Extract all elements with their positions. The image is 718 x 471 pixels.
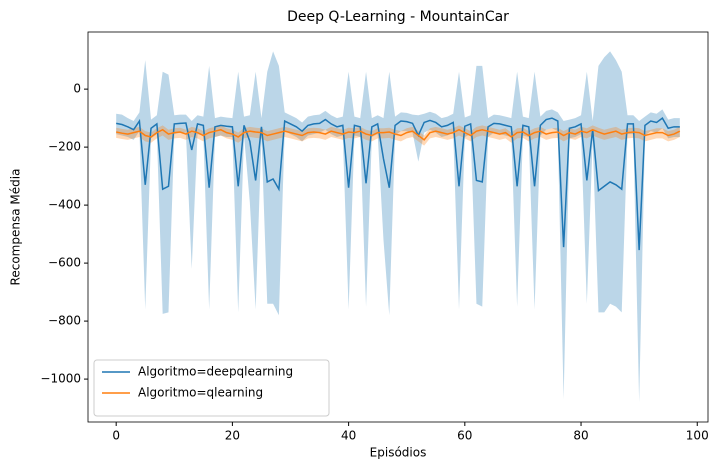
y-tick-label: −600 xyxy=(48,256,81,270)
x-tick-label: 40 xyxy=(341,429,356,443)
legend-label: Algoritmo=deepqlearning xyxy=(138,365,293,379)
series-line xyxy=(116,128,681,141)
x-tick-label: 0 xyxy=(112,429,120,443)
x-tick-label: 20 xyxy=(225,429,240,443)
y-tick-label: −800 xyxy=(48,314,81,328)
confidence-band xyxy=(116,51,680,403)
series-line xyxy=(116,117,680,251)
y-tick-label: −1000 xyxy=(40,372,81,386)
x-axis-label: Episódios xyxy=(370,446,427,460)
y-tick-label: −200 xyxy=(48,140,81,154)
y-tick-label: −400 xyxy=(48,198,81,212)
chart-title: Deep Q-Learning - MountainCar xyxy=(287,9,509,25)
y-axis-label: Recompensa Média xyxy=(9,169,23,286)
legend-label: Algoritmo=qlearning xyxy=(138,386,263,400)
y-tick-label: 0 xyxy=(73,82,81,96)
plot-frame xyxy=(87,31,709,423)
x-tick-label: 80 xyxy=(573,429,588,443)
legend-box xyxy=(93,359,330,417)
x-tick-label: 100 xyxy=(686,429,709,443)
x-tick-label: 60 xyxy=(457,429,472,443)
